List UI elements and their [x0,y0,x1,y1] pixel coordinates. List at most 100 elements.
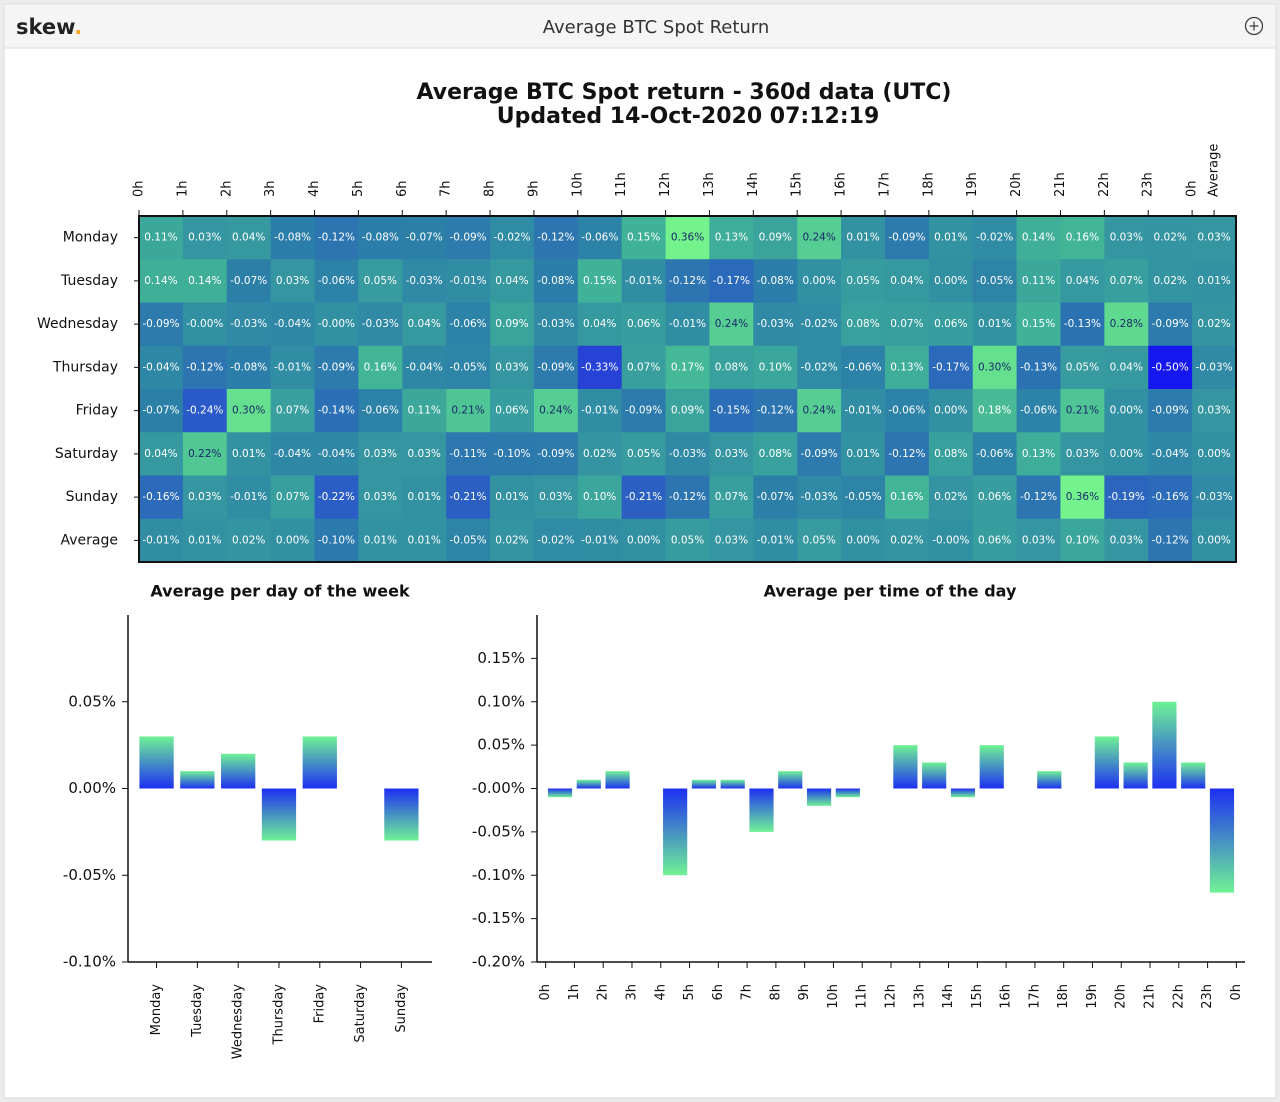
cell-label: -0.17% [932,361,969,373]
heatmap-cell [841,475,886,520]
x-tick-label: 16h [999,984,1014,1009]
heatmap-cell [270,259,316,303]
heatmap-cell [533,389,579,433]
cell-label: 0.08% [759,448,792,460]
chart-title: Average per time of the day [764,582,1017,601]
cell-label: 0.07% [627,361,660,373]
cell-label: 0.08% [715,361,748,373]
row-label: Tuesday [60,273,118,289]
cell-label: -0.01% [581,405,618,417]
heatmap-cell [1192,345,1237,390]
cell-label: -0.03% [1195,361,1232,373]
x-tick-label: 22h [1171,984,1186,1009]
cell-label: -0.03% [801,491,838,503]
x-tick-label: 17h [877,172,892,197]
y-tick-label: 0.10% [477,692,525,710]
cell-label: -0.06% [362,405,399,417]
x-tick-label: 9h [526,180,541,197]
heatmap-cell [884,432,930,476]
heatmap-cell [358,259,403,303]
heatmap-cell [797,216,842,260]
heatmap-cell [797,389,842,433]
heatmap-cell [226,475,272,520]
cell-label: -0.06% [844,361,881,373]
heatmap-cell [139,518,184,563]
heatmap-cell [139,345,184,390]
cell-label: 0.28% [1110,318,1143,330]
cell-label: -0.03% [757,318,794,330]
cell-label: -0.10% [318,534,355,546]
heatmap-cell [797,259,842,303]
cell-label: 0.04% [495,275,528,287]
y-tick-label: 0.00% [68,779,116,797]
cell-label: 0.13% [715,232,748,244]
cell-label: 0.16% [890,491,923,503]
heatmap-cell [841,432,886,476]
x-tick-label: Thursday [271,984,286,1046]
heatmap-cell [577,432,623,476]
y-tick-label: 0.05% [68,692,116,710]
cell-label: -0.15% [713,405,750,417]
heatmap-cell [972,345,1018,390]
x-tick-label: 7h [439,180,454,197]
cell-label: -0.12% [757,405,794,417]
heatmap-cell [270,475,316,520]
cell-label: 0.02% [1154,232,1187,244]
cell-label: -0.00% [932,534,969,546]
heatmap-cell [358,345,403,390]
add-button[interactable] [1244,16,1264,36]
cell-label: 0.03% [495,361,528,373]
heatmap-cell [490,475,535,520]
cell-label: -0.12% [1152,534,1189,546]
heatmap-cell [226,345,272,390]
heatmap-cell [884,345,930,390]
cell-label: 0.03% [1066,448,1099,460]
cell-label: 0.01% [978,318,1011,330]
heatmap-cell [182,518,228,563]
cell-label: 0.03% [408,448,441,460]
heatmap-cell [446,475,491,520]
cell-label: 0.03% [188,232,221,244]
heatmap-cell [1104,389,1149,433]
x-tick-label: 1h [175,180,190,197]
cell-label: 0.06% [495,405,528,417]
heatmap-cell [1148,475,1193,520]
cell-label: -0.04% [318,448,355,460]
x-tick-label: 19h [1085,984,1100,1009]
heatmap-cell [402,475,447,520]
cell-label: 0.01% [408,534,441,546]
x-tick-label: 18h [1056,984,1071,1009]
y-tick-label: -0.05% [472,822,525,840]
heatmap-cell [1192,216,1237,260]
heatmap-cell [972,475,1018,520]
cell-label: 0.15% [627,232,660,244]
cell-label: -0.02% [976,232,1013,244]
cell-label: -0.09% [888,232,925,244]
cell-label: 0.10% [583,491,616,503]
heatmap-cell [139,432,184,476]
cell-label: 0.15% [583,275,616,287]
x-tick-label: 4h [653,984,668,1001]
heatmap-cell [314,475,359,520]
heatmap-cell [972,389,1018,433]
cell-label: -0.03% [230,318,267,330]
heatmap-cell [226,216,272,260]
cell-label: 0.04% [583,318,616,330]
cell-label: -0.02% [801,361,838,373]
x-tick-label: 20h [1009,172,1024,197]
bar [663,788,688,876]
heatmap-cell [402,432,447,476]
cell-label: 0.00% [276,534,309,546]
cell-label: -0.00% [318,318,355,330]
heatmap-cell [270,345,316,390]
heatmap-cell [1060,302,1105,347]
cell-label: 0.30% [978,361,1011,373]
heatmap-cell [270,302,316,347]
heatmap-cell [665,216,710,260]
cell-label: -0.09% [625,405,662,417]
heatmap-cell [621,216,667,260]
heatmap-cell [1192,389,1237,433]
heatmap-cell [1192,302,1237,347]
cell-label: -0.03% [362,318,399,330]
x-tick-label: 18h [921,172,936,197]
